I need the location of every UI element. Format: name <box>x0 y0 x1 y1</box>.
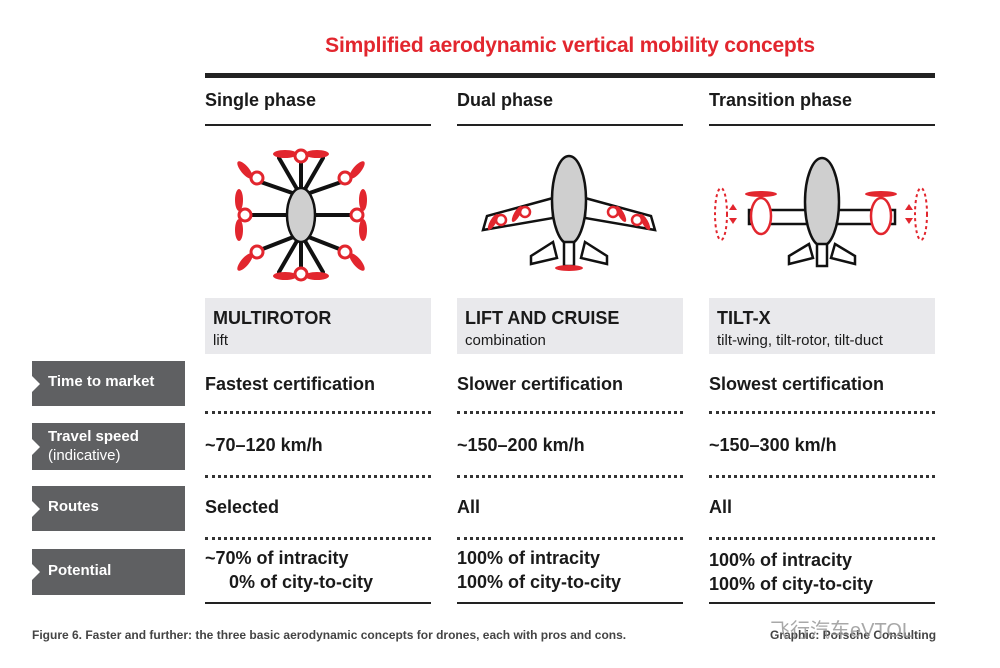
column-single-phase: Single phase MUL <box>205 80 431 608</box>
header-rule <box>205 124 431 126</box>
title-rule <box>205 73 935 78</box>
row-label-routes: Routes <box>32 486 185 531</box>
header-rule <box>709 124 935 126</box>
potential-value-2: 100% of city-to-city <box>457 572 622 592</box>
row-divider <box>457 537 683 540</box>
row-label-subtext: (indicative) <box>48 447 121 464</box>
concept-name-box: MULTIROTOR lift <box>205 298 431 354</box>
concept-name-box: TILT-X tilt-wing, tilt-rotor, tilt-duct <box>709 298 935 354</box>
concept-subtitle: tilt-wing, tilt-rotor, tilt-duct <box>717 332 883 349</box>
routes-value: Selected <box>205 497 280 517</box>
notch-shape <box>32 375 40 392</box>
column-transition-phase: Transition phase TILT-X tilt-wing, tilt-… <box>709 80 935 608</box>
concept-name: MULTIROTOR <box>213 308 332 328</box>
row-label-text: Potential <box>48 562 112 579</box>
travel-speed-value: ~150–200 km/h <box>457 435 585 455</box>
bottom-rule <box>205 602 431 604</box>
column-dual-phase: Dual phase LIFT AND CRUISE combination S… <box>457 80 683 608</box>
row-divider <box>709 537 935 540</box>
concept-subtitle: lift <box>213 332 228 349</box>
routes-value: All <box>709 497 733 517</box>
time-to-market-value: Slower certification <box>457 374 624 394</box>
row-label-travel-speed: Travel speed (indicative) <box>32 423 185 470</box>
potential-value-2: 0% of city-to-city <box>229 572 374 592</box>
travel-speed-value: ~150–300 km/h <box>709 435 837 455</box>
column-header: Single phase <box>205 90 317 110</box>
row-label-text: Time to market <box>48 373 155 390</box>
bottom-rule <box>457 602 683 604</box>
tilt-rotor-aircraft-icon <box>714 156 928 268</box>
row-divider <box>457 475 683 478</box>
column-header: Transition phase <box>709 90 853 110</box>
lift-and-cruise-aircraft-icon <box>481 154 657 271</box>
potential-value-1: ~70% of intracity <box>205 548 349 568</box>
header-rule <box>457 124 683 126</box>
concept-name: LIFT AND CRUISE <box>465 308 620 328</box>
travel-speed-value: ~70–120 km/h <box>205 435 323 455</box>
row-divider <box>205 537 431 540</box>
row-divider <box>457 411 683 414</box>
watermark-text: 飞行汽车eVTOL <box>770 620 913 642</box>
chart-title: Simplified aerodynamic vertical mobility… <box>325 34 815 57</box>
concept-name: TILT-X <box>717 308 771 328</box>
row-divider <box>709 475 935 478</box>
graphic-credit: Graphic: Porsche Consulting <box>770 628 937 642</box>
column-header: Dual phase <box>457 90 554 110</box>
row-divider <box>205 475 431 478</box>
time-to-market-value: Fastest certification <box>205 374 376 394</box>
row-label-text: Travel speed <box>48 428 139 445</box>
time-to-market-value: Slowest certification <box>709 374 885 394</box>
row-divider <box>205 411 431 414</box>
row-label-potential: Potential <box>32 549 185 595</box>
concept-name-box: LIFT AND CRUISE combination <box>457 298 683 354</box>
figure-caption: Figure 6. Faster and further: the three … <box>32 628 627 642</box>
potential-value-1: 100% of intracity <box>457 548 601 568</box>
notch-shape <box>32 438 40 455</box>
potential-value-1: 100% of intracity <box>709 550 853 570</box>
multirotor-drone-icon <box>235 148 367 282</box>
bottom-rule <box>709 602 935 604</box>
notch-shape <box>32 564 40 580</box>
potential-value-2: 100% of city-to-city <box>709 574 874 594</box>
row-divider <box>709 411 935 414</box>
notch-shape <box>32 500 40 517</box>
row-label-time-to-market: Time to market <box>32 361 185 406</box>
concept-subtitle: combination <box>465 332 546 349</box>
routes-value: All <box>457 497 481 517</box>
row-label-text: Routes <box>48 498 99 515</box>
